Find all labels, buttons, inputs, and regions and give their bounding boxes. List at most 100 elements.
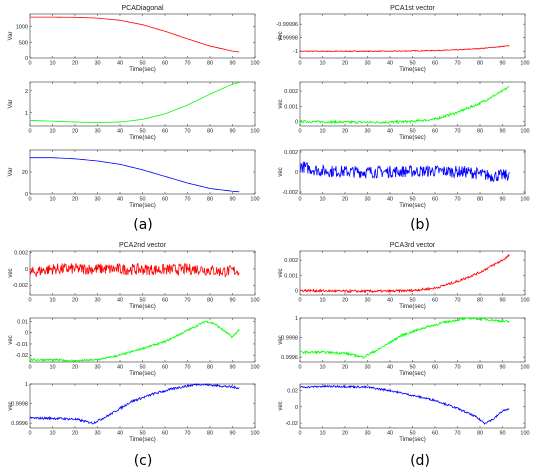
x-axis-label: Time(sec) (399, 67, 425, 73)
x-tick-label: 30 (364, 431, 370, 437)
x-axis-label: Time(sec) (399, 304, 425, 310)
plot-frame (29, 317, 256, 363)
x-tick-label: 10 (319, 197, 325, 203)
subplot: 0 10 20 30 40 50 60 70 80 90 100 -0.002 0 0.002 Time(s… (8, 251, 260, 310)
x-tick-label: 80 (477, 298, 483, 304)
x-tick-label: 40 (117, 431, 123, 437)
x-tick-label: 50 (139, 365, 145, 371)
x-tick-label: 30 (364, 298, 370, 304)
x-tick-label: 70 (184, 365, 190, 371)
series-line (29, 82, 240, 123)
subplot: 0 10 20 30 40 50 60 70 80 90 100 0.9996 0.9998 1 Time(… (8, 382, 260, 443)
y-tick-label: 1 (25, 111, 28, 117)
subplot: 0 10 20 30 40 50 60 70 80 90 100-0.0200.02Time(sec… (278, 383, 530, 443)
subplot: 0 10 20 30 40 50 60 70 80 90 100 0 20 Time(sec) Var (8, 149, 260, 209)
x-tick-label: 70 (184, 431, 190, 437)
x-tick-label: 60 (162, 61, 168, 67)
x-tick-label: 10 (319, 365, 325, 371)
panel-label-a: (a) (133, 217, 153, 233)
x-axis-label: Time(sec) (129, 371, 155, 377)
x-tick-label: 80 (207, 298, 213, 304)
y-tick-label: -0.99998 (276, 36, 298, 42)
x-tick-label: 10 (49, 365, 55, 371)
x-tick-label: 50 (139, 298, 145, 304)
x-tick-label: 90 (229, 197, 235, 203)
x-tick-label: 60 (162, 298, 168, 304)
series-line (299, 45, 510, 53)
y-axis-label: vec (278, 31, 284, 40)
y-tick-label: 1 (295, 316, 298, 322)
x-tick-label: 90 (499, 431, 505, 437)
x-tick-label: 40 (117, 129, 123, 135)
y-tick-label: 0 (25, 331, 28, 337)
x-tick-label: 30 (364, 61, 370, 67)
series-line (29, 383, 240, 425)
x-tick-label: 70 (454, 365, 460, 371)
x-tick-label: 50 (139, 61, 145, 67)
x-tick-label: 80 (477, 129, 483, 135)
y-axis-label: vec (278, 268, 284, 277)
x-tick-label: 80 (477, 197, 483, 203)
plot-frame (29, 149, 256, 195)
plot-frame (299, 317, 526, 363)
series-line (29, 320, 240, 363)
x-tick-label: 40 (117, 61, 123, 67)
x-tick-label: 100 (250, 365, 259, 371)
x-tick-label: 80 (207, 431, 213, 437)
x-tick-label: 50 (409, 298, 415, 304)
plot-frame (29, 13, 256, 59)
x-tick-label: 20 (72, 431, 78, 437)
y-tick-label: -0.002 (12, 283, 28, 289)
x-tick-label: 90 (499, 61, 505, 67)
x-tick-label: 40 (387, 365, 393, 371)
y-tick-label: 500 (19, 40, 28, 46)
y-tick-label: 0 (25, 56, 28, 62)
x-tick-label: 90 (499, 129, 505, 135)
series-line (299, 384, 510, 425)
x-tick-label: 60 (432, 197, 438, 203)
y-tick-label: 0.9998 (281, 336, 298, 342)
subplot: 0 10 20 30 40 50 60 70 80 90 100 -0.02 -0.01 0 0.01 Tim… (8, 317, 260, 377)
x-tick-label: 10 (319, 298, 325, 304)
x-tick-label: 80 (207, 129, 213, 135)
x-tick-label: 70 (454, 431, 460, 437)
x-tick-label: 30 (94, 129, 100, 135)
x-axis-label: Time(sec) (129, 67, 155, 73)
x-tick-label: 10 (319, 129, 325, 135)
y-tick-label: 20 (22, 170, 28, 176)
x-tick-label: 20 (72, 197, 78, 203)
x-tick-label: 80 (477, 365, 483, 371)
subplot: 0 10 20 30 40 50 60 70 80 90 100 0.9996 0.9998 1 Time(… (278, 316, 530, 377)
x-tick-label: 0 (298, 431, 301, 437)
x-tick-label: 20 (72, 298, 78, 304)
y-axis-label: Var (8, 100, 14, 109)
x-tick-label: 70 (454, 129, 460, 135)
x-tick-label: 30 (94, 298, 100, 304)
x-tick-label: 80 (477, 431, 483, 437)
x-tick-label: 100 (520, 431, 529, 437)
x-tick-label: 80 (207, 61, 213, 67)
x-tick-label: 70 (184, 61, 190, 67)
plot-frame (299, 383, 526, 429)
x-tick-label: 10 (49, 298, 55, 304)
y-axis-label: Var (8, 32, 14, 41)
x-tick-label: 0 (298, 197, 301, 203)
y-tick-label: 0.002 (284, 150, 298, 156)
series-line (299, 253, 510, 294)
x-tick-label: 70 (454, 298, 460, 304)
plot-frame (29, 81, 256, 127)
x-tick-label: 80 (207, 197, 213, 203)
x-tick-label: 50 (139, 197, 145, 203)
x-tick-label: 100 (250, 61, 259, 67)
y-axis-label: vec (278, 167, 284, 176)
x-tick-label: 60 (432, 431, 438, 437)
x-tick-label: 10 (49, 197, 55, 203)
x-tick-label: 90 (229, 61, 235, 67)
y-tick-label: 0 (295, 288, 298, 294)
series-line (299, 85, 510, 125)
x-tick-label: 100 (520, 298, 529, 304)
x-tick-label: 20 (342, 298, 348, 304)
x-tick-label: 40 (117, 365, 123, 371)
